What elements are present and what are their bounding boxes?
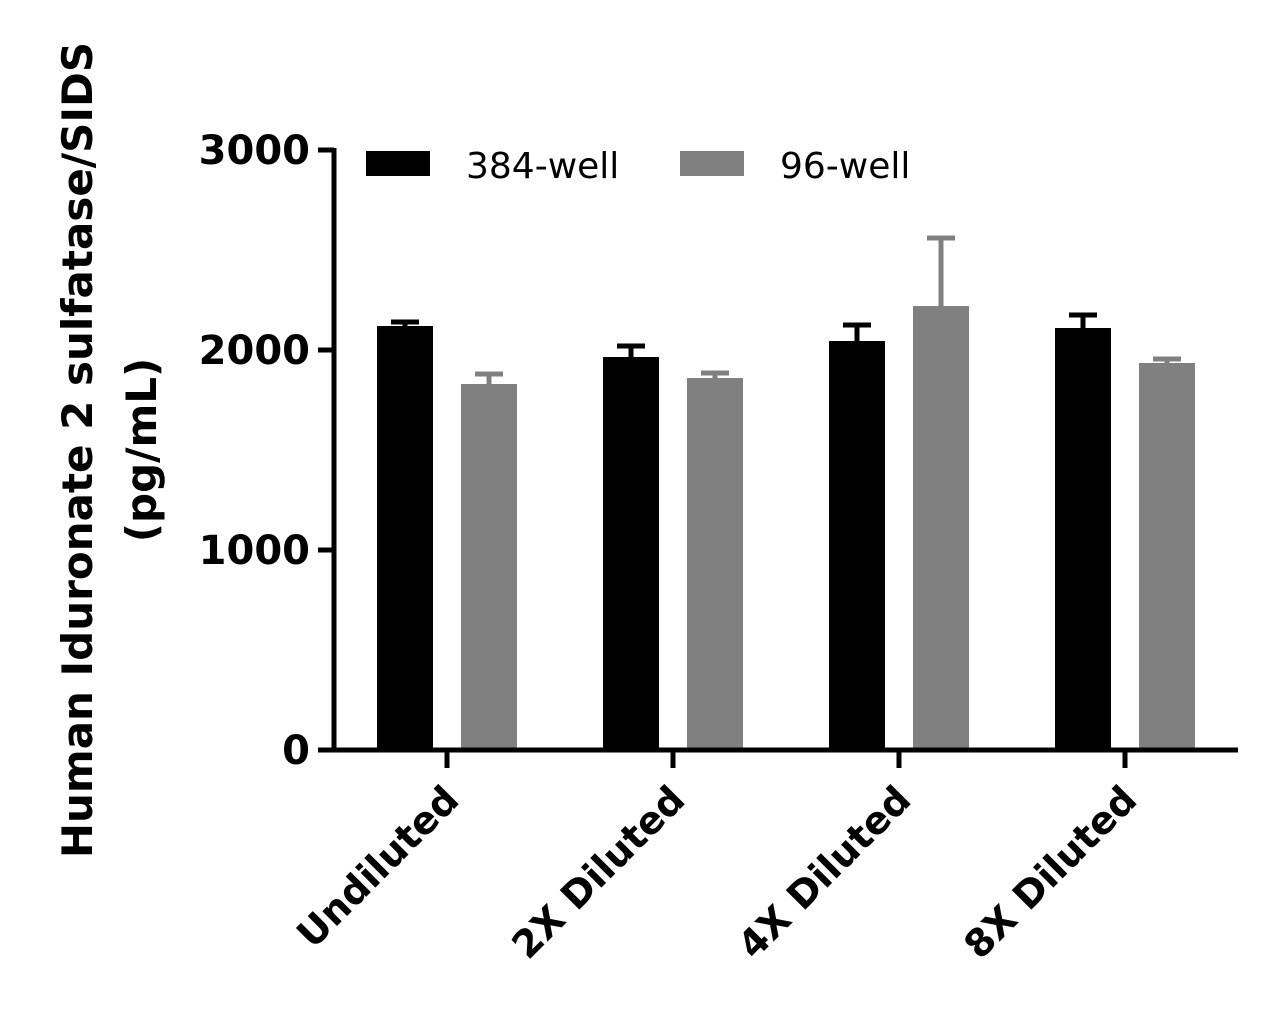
legend: 384-well 96-well bbox=[366, 146, 910, 187]
y-axis-title: Human Iduronate 2 sulfatase/SIDS (pg/mL) bbox=[53, 42, 166, 858]
bar-384-well-4x-diluted bbox=[829, 341, 885, 750]
axes-group bbox=[331, 148, 1238, 753]
legend-label-96-well: 96-well bbox=[780, 146, 910, 187]
x-tick-label: 2X Diluted bbox=[503, 777, 693, 967]
bar-384-well-2x-diluted bbox=[603, 357, 659, 750]
y-tick-label: 3000 bbox=[199, 128, 310, 174]
y-tick-label: 2000 bbox=[199, 328, 310, 374]
y-axis-title-line-1: Human Iduronate 2 sulfatase/SIDS bbox=[53, 42, 102, 858]
legend-label-384-well: 384-well bbox=[466, 146, 619, 187]
bar-96-well-4x-diluted bbox=[913, 306, 969, 750]
y-ticks-group: 0 1000 2000 3000 bbox=[199, 128, 334, 774]
x-ticks-group: Undiluted 2X Diluted 4X Diluted 8X Diluted bbox=[288, 750, 1145, 967]
bars-group bbox=[377, 306, 1195, 750]
x-tick-label: 8X Diluted bbox=[955, 777, 1145, 967]
bar-96-well-8x-diluted bbox=[1139, 363, 1195, 750]
legend-swatch-96-well bbox=[680, 151, 744, 176]
bar-96-well-undiluted bbox=[461, 384, 517, 750]
bar-384-well-undiluted bbox=[377, 326, 433, 750]
bar-384-well-8x-diluted bbox=[1055, 328, 1111, 750]
y-tick-label: 0 bbox=[282, 728, 310, 774]
error-bars-group bbox=[391, 235, 1181, 384]
x-tick-label: 4X Diluted bbox=[729, 777, 919, 967]
legend-swatch-384-well bbox=[366, 151, 430, 176]
y-axis-title-line-2: (pg/mL) bbox=[117, 358, 166, 542]
x-tick-label: Undiluted bbox=[288, 777, 467, 956]
y-tick-label: 1000 bbox=[199, 528, 310, 574]
bar-96-well-2x-diluted bbox=[687, 378, 743, 750]
